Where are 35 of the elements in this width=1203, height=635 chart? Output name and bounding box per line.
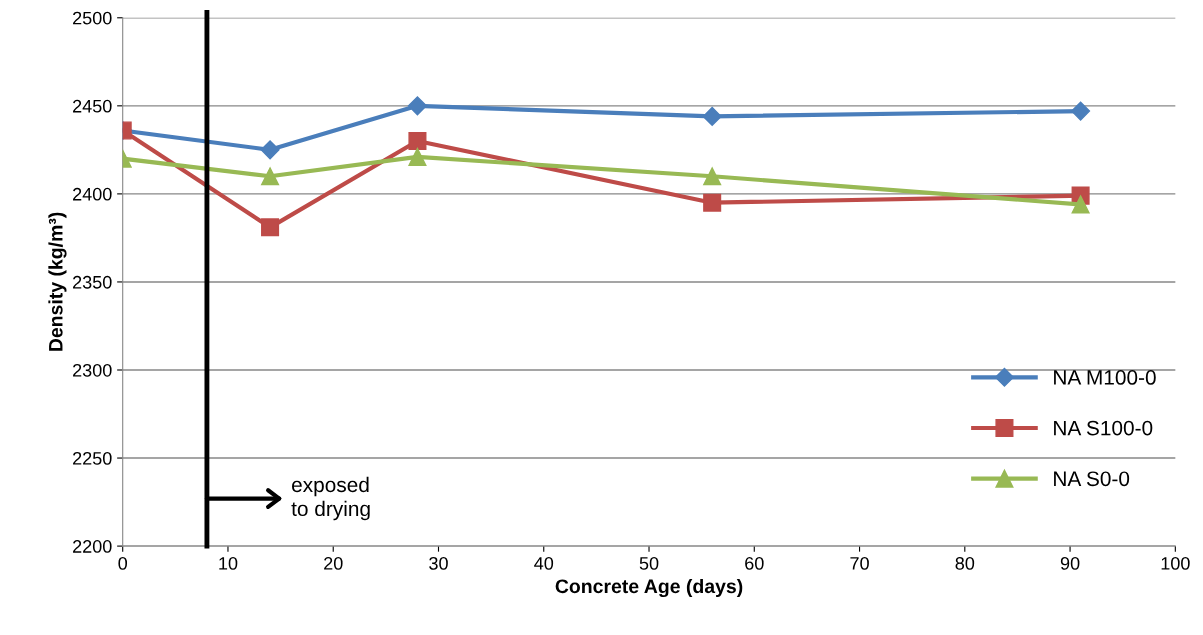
legend-label: NA S0-0 [1054,471,1130,487]
point [1071,195,1090,214]
y-tick-label: 2350 [73,275,112,289]
x-tick-label: 70 [850,556,869,570]
point [703,193,722,212]
point [703,167,722,186]
x-tick-label: 50 [639,556,659,570]
x-tick-label: 20 [324,556,343,570]
x-tick-label: 90 [1060,556,1080,570]
y-axis-title: Density (kg/m³) [48,212,67,351]
x-tick-label: 80 [955,556,975,570]
x-tick-label: 60 [745,556,764,570]
x-axis-title: Concrete Age (days) [555,578,743,598]
y-tick-label: 2450 [73,99,112,113]
ref-line-label: exposed to drying [291,476,370,521]
legend-label: NA S100-0 [1054,420,1153,436]
y-tick-label: 2500 [73,11,112,25]
y-tick-label: 2250 [73,451,112,465]
point [260,140,280,160]
y-tick-label: 2300 [73,363,112,377]
point [702,106,722,126]
x-tick-label: 0 [118,556,128,570]
y-tick-label: 2400 [73,187,112,201]
y-tick-label: 2200 [73,540,112,553]
point [408,147,427,166]
point [261,218,280,237]
point [408,132,427,151]
x-tick-label: 100 [1161,556,1190,570]
x-tick-label: 10 [219,556,238,570]
point [1071,101,1091,121]
x-tick-label: 40 [534,556,554,570]
legend-label: NA M100-0 [1054,370,1156,385]
point [407,96,427,116]
x-tick-label: 30 [429,556,448,570]
point [261,167,280,186]
